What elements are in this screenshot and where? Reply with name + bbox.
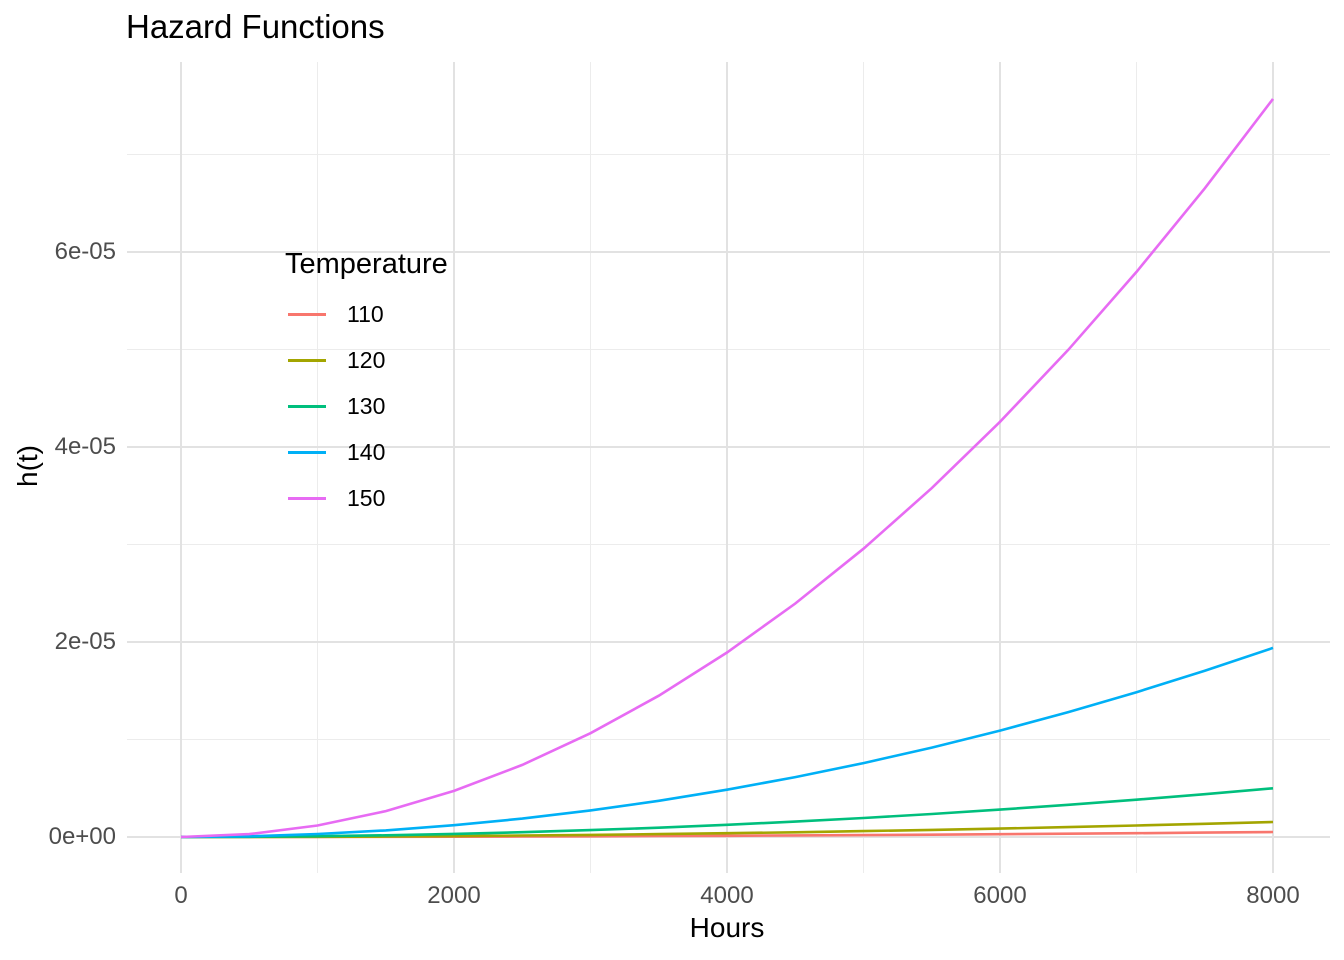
legend-entry-140: 140 <box>285 429 448 475</box>
hazard-curve-140 <box>180 646 1274 839</box>
legend-entry-150: 150 <box>285 475 448 521</box>
legend-label-110: 110 <box>347 300 384 327</box>
legend-key-line-130 <box>288 404 326 408</box>
legend-label-150: 150 <box>347 484 386 511</box>
legend-entries: 110 120 130 140 150 <box>285 291 448 521</box>
y-tick-label-0e+00: 0e+00 <box>48 823 116 850</box>
legend-title: Temperature <box>285 248 448 280</box>
legend-label-140: 140 <box>347 438 386 465</box>
legend-key-line-150 <box>288 496 326 500</box>
hazard-curve-150 <box>180 98 1275 839</box>
chart-title: Hazard Functions <box>126 8 385 45</box>
legend-entry-120: 120 <box>285 337 448 383</box>
legend-key-line-120 <box>288 358 326 362</box>
legend-entry-110: 110 <box>285 291 448 337</box>
legend-key-line-140 <box>288 450 326 454</box>
x-tick-label-4000: 4000 <box>700 882 754 909</box>
y-tick-label-2e-05: 2e-05 <box>54 628 116 655</box>
x-tick-label-6000: 6000 <box>973 882 1027 909</box>
legend-label-120: 120 <box>347 346 386 373</box>
legend-entry-130: 130 <box>285 383 448 429</box>
y-axis-title: h(t) <box>12 445 43 487</box>
x-tick-label-0: 0 <box>174 882 188 909</box>
legend-key-line-110 <box>288 312 326 316</box>
y-tick-label-6e-05: 6e-05 <box>54 238 116 265</box>
legend: Temperature 110 120 130 140 150 <box>285 248 448 521</box>
x-tick-label-2000: 2000 <box>427 882 481 909</box>
legend-label-130: 130 <box>347 392 386 419</box>
hazard-curve-130 <box>180 787 1274 839</box>
y-tick-label-4e-05: 4e-05 <box>54 433 116 460</box>
x-tick-label-8000: 8000 <box>1246 882 1300 909</box>
x-axis-title: Hours <box>689 912 765 943</box>
